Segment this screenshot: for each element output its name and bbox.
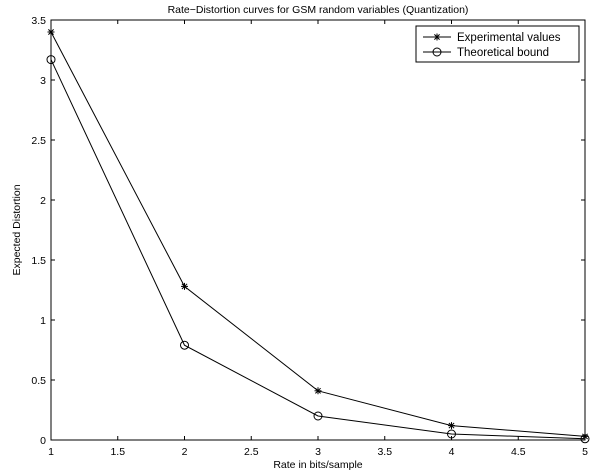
y-tick-label: 0 [40, 435, 46, 447]
series-layer [46, 28, 590, 444]
legend-box [415, 25, 580, 63]
x-tick-label: 1 [48, 446, 54, 458]
legend-marker-theoretical [432, 47, 442, 57]
asterisk-marker [314, 387, 322, 395]
y-tick-label: 3 [40, 75, 46, 87]
y-tick-label: 2.5 [31, 135, 46, 147]
x-tick-label: 4.5 [511, 446, 526, 458]
circle-marker [180, 340, 189, 350]
y-tick-label: 1.5 [31, 255, 46, 267]
circle-marker [313, 411, 323, 421]
x-tick-label: 3 [315, 446, 321, 458]
legend-label-experimental: Experimental values [457, 32, 561, 44]
x-axis-label: Rate in bits/sample [273, 459, 362, 471]
asterisk-marker [448, 422, 455, 430]
asterisk-marker [433, 33, 441, 41]
plot-area [50, 19, 586, 441]
y-tick-label: 3.5 [31, 15, 46, 27]
series-experimental-values [47, 28, 589, 440]
series-theoretical-bound [46, 55, 590, 444]
legend-label-theoretical: Theoretical bound [457, 47, 549, 59]
x-tick-label: 1.5 [110, 446, 125, 458]
chart-title: Rate−Distortion curves for GSM random va… [168, 4, 469, 16]
x-tick-label: 5 [582, 446, 588, 458]
series-line-theoretical-bound [50, 59, 586, 440]
circle-marker [432, 47, 442, 57]
x-tick-label: 3.5 [377, 446, 392, 458]
x-tick-label: 2.5 [244, 446, 259, 458]
circle-marker [447, 429, 456, 439]
legend: Experimental values Theoretical bound [415, 25, 580, 63]
circle-marker [580, 434, 590, 444]
y-tick-label: 0.5 [31, 375, 46, 387]
asterisk-marker [181, 282, 188, 290]
legend-marker-experimental [433, 33, 441, 41]
y-axis-ticks: 0 0.5 1 1.5 2 2.5 3 3.5 [31, 15, 585, 447]
x-tick-label: 4 [449, 446, 455, 458]
y-tick-label: 1 [40, 315, 46, 327]
circle-marker [46, 55, 56, 65]
x-tick-label: 2 [182, 446, 188, 458]
asterisk-marker [47, 28, 55, 36]
y-axis-label: Expected Distortion [11, 184, 23, 275]
y-tick-label: 2 [40, 195, 46, 207]
